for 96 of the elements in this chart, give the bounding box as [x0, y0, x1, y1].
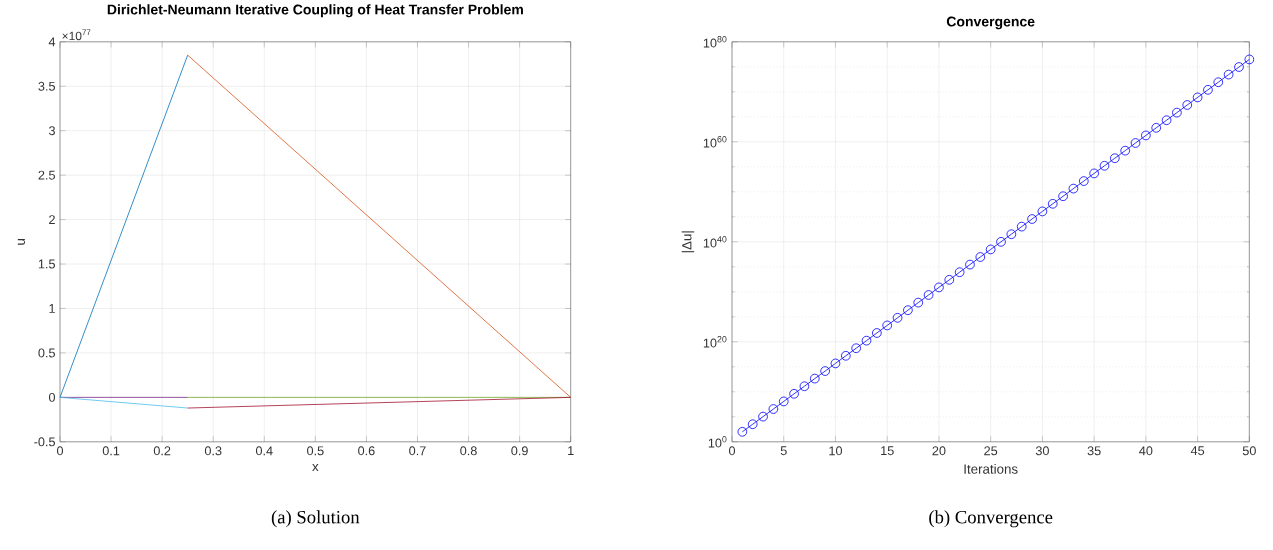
x-axis-title: Iterations — [964, 464, 1018, 474]
point — [1099, 161, 1110, 171]
y-tick-label: 2 — [49, 215, 55, 225]
y-tick-label: 3 — [48, 126, 55, 136]
point — [861, 335, 872, 346]
point — [1203, 85, 1213, 95]
point — [747, 419, 758, 430]
point — [841, 351, 851, 361]
y-tick-label: 10$^{0}$ — [708, 436, 727, 448]
x-tick-label: 0.1 — [102, 446, 120, 456]
point — [1161, 115, 1172, 126]
y-tick-label: 4 — [48, 37, 56, 47]
y-tick-label: 10$^{80}$ — [703, 36, 727, 48]
point — [1058, 191, 1068, 202]
chart-title: Dirichlet-Neumann Iterative Coupling of Heat Transfer Problem — [107, 4, 523, 18]
x-tick-label: 0.5 — [307, 446, 324, 456]
x-tick-label: 0 — [728, 446, 736, 456]
point — [913, 297, 924, 308]
point — [954, 267, 965, 278]
y-tick-label: 1.5 — [38, 259, 55, 269]
point — [996, 237, 1006, 247]
x-tick-label: 30 — [1035, 446, 1049, 456]
point — [1172, 107, 1182, 118]
point — [768, 404, 779, 414]
point — [1120, 145, 1130, 156]
point — [1213, 77, 1224, 88]
point — [1223, 69, 1234, 80]
point — [1182, 100, 1193, 110]
point — [892, 313, 903, 323]
point — [1244, 54, 1255, 65]
y-tick-label: 0.5 — [38, 348, 55, 358]
point — [1037, 206, 1048, 217]
point — [1089, 168, 1099, 179]
x-tick-label: 1 — [568, 446, 574, 456]
point — [820, 366, 830, 376]
y-tick-label: 10$^{20}$ — [703, 336, 727, 348]
point — [737, 427, 748, 437]
point — [1130, 138, 1141, 148]
point — [1234, 62, 1244, 72]
x-tick-label: 0.4 — [255, 446, 273, 456]
x-tick-label: 0.7 — [409, 446, 426, 456]
point — [1016, 221, 1027, 232]
point — [789, 389, 799, 399]
x-tick-label: 0.2 — [153, 446, 171, 456]
text: ×10$^{77}$ — [62, 29, 91, 41]
x-tick-label: 0.9 — [511, 446, 528, 456]
x-tick-label: 50 — [1242, 446, 1256, 456]
point — [1141, 130, 1151, 141]
point — [1078, 176, 1089, 186]
y-tick-label: 10$^{40}$ — [703, 236, 727, 248]
y-tick-label: 0 — [48, 392, 56, 402]
x-tick-label: 45 — [1190, 446, 1205, 456]
text: (a) Solution — [271, 510, 360, 528]
point — [944, 275, 955, 285]
point — [1027, 214, 1037, 224]
point — [809, 373, 820, 384]
point — [985, 244, 996, 255]
point — [1110, 153, 1120, 164]
point — [1068, 183, 1079, 194]
point — [903, 305, 913, 316]
y-tick-label: 10$^{60}$ — [703, 136, 727, 148]
x-tick-label: 35 — [1087, 446, 1101, 456]
point — [830, 358, 841, 369]
y-tick-label: 1 — [49, 304, 55, 313]
point — [851, 343, 861, 354]
point — [882, 320, 893, 331]
point — [1151, 123, 1162, 133]
x-tick-label: 10 — [829, 446, 843, 456]
y-axis-title: |Δu| — [681, 231, 695, 253]
text: (b) Convergence — [929, 510, 1053, 528]
chart-title: Convergence — [946, 16, 1035, 30]
x-tick-label: 0.6 — [358, 446, 375, 456]
x-tick-label: 25 — [984, 446, 998, 456]
x-tick-label: 20 — [932, 446, 946, 456]
x-tick-label: 40 — [1139, 446, 1153, 456]
x-tick-label: 0 — [56, 446, 64, 456]
x-tick-label: 0.3 — [204, 446, 222, 456]
point — [799, 381, 810, 392]
y-axis-title: u — [17, 239, 25, 245]
x-tick-label: 15 — [881, 446, 894, 456]
point — [923, 290, 934, 300]
point — [758, 411, 768, 422]
point — [1192, 92, 1203, 103]
point — [965, 259, 975, 270]
x-axis-title: x — [312, 464, 319, 472]
y-tick-label: 2.5 — [38, 170, 55, 180]
y-tick-label: -0.5 — [34, 437, 55, 447]
point — [934, 282, 944, 293]
point — [872, 328, 882, 338]
point — [778, 396, 789, 407]
y-tick-label: 3.5 — [38, 81, 55, 91]
x-tick-label: 0.8 — [460, 446, 477, 456]
point — [1047, 199, 1058, 209]
x-tick-label: 5 — [780, 446, 787, 456]
point — [975, 252, 986, 262]
point — [1006, 229, 1017, 240]
